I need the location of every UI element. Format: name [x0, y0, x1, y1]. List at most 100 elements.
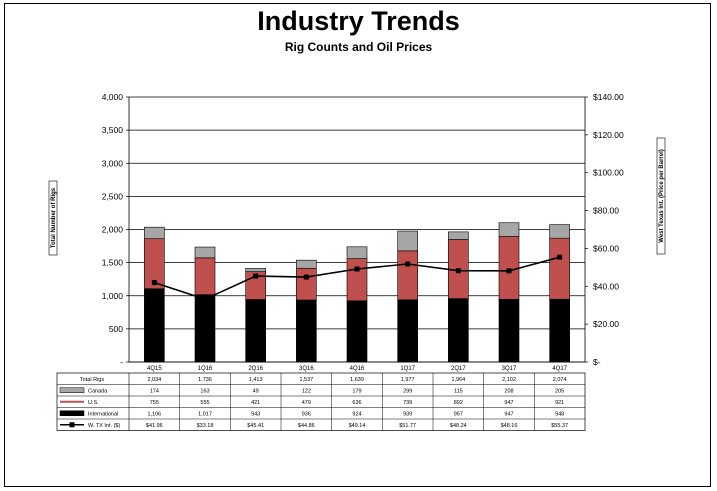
table-cell: 755	[150, 400, 159, 406]
bar-u-s-3q16	[296, 267, 317, 301]
bar-u-s-1q17	[397, 250, 418, 301]
price-marker	[405, 261, 411, 267]
table-cell: $33.18	[197, 423, 214, 429]
bar-canada-2q17	[448, 231, 469, 240]
table-cell: 957	[454, 411, 463, 417]
table-cell: 1,017	[198, 411, 212, 417]
table-row-label: U.S.	[88, 400, 99, 406]
price-marker	[151, 280, 157, 286]
table-border	[56, 372, 586, 431]
table-cell: 2,034	[147, 377, 161, 383]
table-cell: 892	[454, 400, 463, 406]
bar-international-3q17	[498, 298, 520, 363]
right-tick-label: $40.00	[593, 281, 619, 291]
left-tick-label: 1,500	[102, 258, 124, 268]
right-axis-title-box	[656, 137, 666, 255]
left-axis-title: Total Number of Rigs	[51, 187, 57, 248]
category-label: 1Q16	[198, 366, 213, 372]
bar-canada-3q17	[498, 222, 520, 237]
chart-subtitle: Rig Counts and Oil Prices	[284, 40, 433, 54]
bar-u-s-1q16	[194, 257, 216, 295]
bar-international-4q15	[144, 288, 165, 363]
table-cell: $44.86	[298, 423, 315, 429]
table-cell: 208	[504, 388, 513, 394]
left-tick-label: 4,000	[102, 92, 124, 102]
table-cell: 179	[352, 388, 361, 394]
right-axis-title: West Texas Int. (Price per Barrel)	[659, 149, 665, 242]
left-tick-label: 2,500	[102, 191, 124, 201]
table-cell: 947	[504, 411, 513, 417]
category-label: 1Q17	[400, 366, 415, 372]
table-cell: 299	[403, 388, 412, 394]
left-tick-label: 500	[109, 324, 123, 334]
price-marker	[303, 274, 309, 280]
bar-international-2q17	[448, 298, 469, 363]
table-row-label: Total Rigs	[80, 377, 104, 383]
table-cell: 921	[555, 400, 564, 406]
table-cell: 636	[352, 400, 361, 406]
price-marker	[557, 254, 563, 260]
table-cell: 122	[302, 388, 311, 394]
table-cell: 49	[253, 388, 259, 394]
table-cell: 924	[352, 411, 361, 417]
table-cell: $48.16	[501, 423, 518, 429]
bar-canada-3q16	[296, 259, 317, 269]
legend-swatch	[59, 410, 85, 416]
price-marker	[202, 296, 208, 302]
right-tick-label: $100.00	[593, 168, 624, 178]
table-cell: 1,106	[147, 411, 161, 417]
table-cell: $45.41	[247, 423, 264, 429]
bar-canada-4q17	[549, 224, 570, 239]
bar-u-s-4q17	[549, 237, 570, 300]
table-cell: $48.24	[450, 423, 467, 429]
right-tick-label: $80.00	[593, 206, 619, 216]
category-label: 3Q17	[502, 366, 517, 372]
table-cell: 2,074	[553, 377, 567, 383]
table-cell: 479	[302, 400, 311, 406]
table-cell: 421	[251, 400, 260, 406]
table-cell: $49.14	[349, 423, 366, 429]
table-cell: 555	[200, 400, 209, 406]
bar-canada-4q16	[346, 246, 368, 259]
table-cell: $41.96	[146, 423, 163, 429]
left-tick-label: 3,000	[102, 158, 124, 168]
table-cell: 115	[454, 388, 463, 394]
right-tick-label: $20.00	[593, 319, 619, 329]
bar-canada-4q15	[144, 226, 165, 240]
chart-frame	[4, 3, 711, 487]
chart-title: Industry Trends	[257, 6, 460, 36]
table-cell: 1,639	[350, 377, 364, 383]
bar-international-1q17	[397, 299, 418, 363]
right-tick-label: $-	[593, 357, 601, 367]
category-label: 4Q16	[350, 366, 365, 372]
table-cell: 1,736	[198, 377, 212, 383]
left-tick-label: 2,000	[102, 225, 124, 235]
category-label: 3Q16	[299, 366, 314, 372]
price-marker	[253, 273, 259, 279]
table-cell: 739	[403, 400, 412, 406]
table-cell: 936	[302, 411, 311, 417]
price-marker	[354, 266, 360, 272]
table-cell: 205	[555, 388, 564, 394]
right-tick-label: $60.00	[593, 243, 619, 253]
bar-international-4q17	[549, 298, 570, 363]
category-label: 2Q17	[451, 366, 466, 372]
price-marker	[506, 268, 512, 274]
table-cell: $51.77	[399, 423, 416, 429]
bar-canada-2q16	[245, 268, 266, 272]
bar-canada-1q16	[194, 246, 216, 259]
left-tick-label: 3,500	[102, 125, 124, 135]
left-tick-label: 1,000	[102, 291, 124, 301]
right-axis-title-group: West Texas Int. (Price per Barrel)	[656, 137, 666, 255]
bar-u-s-4q16	[346, 258, 368, 302]
table-row-label: W. TX Int. ($)	[88, 423, 120, 429]
table-cell: 163	[200, 388, 209, 394]
legend-marker-swatch	[69, 422, 75, 428]
legend-swatch	[59, 387, 85, 393]
bar-international-4q16	[346, 300, 368, 363]
category-label: 4Q17	[552, 366, 567, 372]
bar-canada-1q17	[397, 230, 418, 252]
bar-international-2q16	[245, 299, 266, 363]
right-tick-label: $120.00	[593, 130, 624, 140]
table-row-label: Canada	[88, 388, 108, 394]
